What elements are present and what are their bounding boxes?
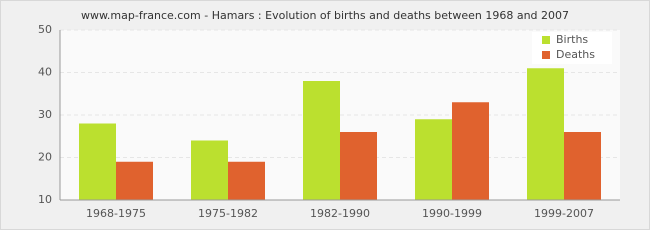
- y-tick-label: 20: [38, 151, 52, 164]
- legend-swatch: [542, 36, 550, 44]
- x-tick-label: 1990-1999: [422, 207, 482, 220]
- bar: [340, 132, 377, 200]
- legend-swatch: [542, 51, 550, 59]
- bar: [79, 123, 116, 200]
- x-tick-label: 1968-1975: [86, 207, 146, 220]
- chart-title: www.map-france.com - Hamars : Evolution …: [81, 9, 569, 22]
- x-tick-label: 1982-1990: [310, 207, 370, 220]
- y-tick-label: 50: [38, 23, 52, 36]
- x-tick-label: 1975-1982: [198, 207, 258, 220]
- y-tick-label: 40: [38, 66, 52, 79]
- y-tick-label: 30: [38, 108, 52, 121]
- bar: [228, 161, 265, 200]
- bar: [527, 68, 564, 200]
- legend-label: Deaths: [556, 48, 595, 61]
- y-tick-label: 10: [38, 193, 52, 206]
- bar: [191, 140, 228, 200]
- chart: www.map-france.com - Hamars : Evolution …: [0, 0, 650, 230]
- legend-label: Births: [556, 33, 588, 46]
- bar: [303, 81, 340, 200]
- bar: [564, 132, 601, 200]
- bar: [452, 102, 489, 200]
- bar: [415, 119, 452, 200]
- bar: [116, 161, 153, 200]
- x-tick-label: 1999-2007: [534, 207, 594, 220]
